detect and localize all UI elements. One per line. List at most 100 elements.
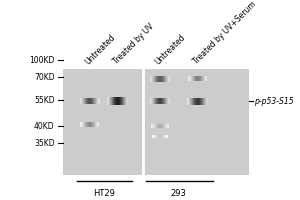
FancyBboxPatch shape xyxy=(82,122,83,127)
FancyBboxPatch shape xyxy=(163,98,164,104)
FancyBboxPatch shape xyxy=(109,97,110,105)
FancyBboxPatch shape xyxy=(150,76,151,82)
FancyBboxPatch shape xyxy=(187,98,188,105)
FancyBboxPatch shape xyxy=(162,124,163,128)
FancyBboxPatch shape xyxy=(160,124,161,128)
FancyBboxPatch shape xyxy=(99,98,100,104)
FancyBboxPatch shape xyxy=(165,76,166,82)
FancyBboxPatch shape xyxy=(114,97,115,105)
FancyBboxPatch shape xyxy=(189,76,190,81)
FancyBboxPatch shape xyxy=(111,97,112,105)
FancyBboxPatch shape xyxy=(198,98,199,105)
Text: 293: 293 xyxy=(170,189,186,198)
FancyBboxPatch shape xyxy=(194,76,195,81)
FancyBboxPatch shape xyxy=(156,76,157,82)
FancyBboxPatch shape xyxy=(154,76,155,82)
FancyBboxPatch shape xyxy=(125,97,126,105)
FancyBboxPatch shape xyxy=(150,98,151,104)
FancyBboxPatch shape xyxy=(164,98,165,104)
FancyBboxPatch shape xyxy=(160,76,161,82)
FancyBboxPatch shape xyxy=(121,97,122,105)
FancyBboxPatch shape xyxy=(154,135,155,138)
FancyBboxPatch shape xyxy=(80,122,81,127)
Text: 100KD: 100KD xyxy=(29,56,55,65)
FancyBboxPatch shape xyxy=(166,124,167,128)
FancyBboxPatch shape xyxy=(161,98,162,104)
FancyBboxPatch shape xyxy=(97,122,98,127)
FancyBboxPatch shape xyxy=(166,98,167,104)
FancyBboxPatch shape xyxy=(204,98,205,105)
FancyBboxPatch shape xyxy=(164,124,165,128)
FancyBboxPatch shape xyxy=(192,98,193,105)
FancyBboxPatch shape xyxy=(92,122,93,127)
FancyBboxPatch shape xyxy=(82,98,83,104)
FancyBboxPatch shape xyxy=(200,98,201,105)
FancyBboxPatch shape xyxy=(202,76,203,81)
FancyBboxPatch shape xyxy=(204,76,205,81)
FancyBboxPatch shape xyxy=(84,122,85,127)
FancyBboxPatch shape xyxy=(190,76,191,81)
FancyBboxPatch shape xyxy=(82,98,83,104)
Text: p-p53-S15: p-p53-S15 xyxy=(254,97,294,106)
FancyBboxPatch shape xyxy=(96,98,97,104)
FancyBboxPatch shape xyxy=(113,97,114,105)
FancyBboxPatch shape xyxy=(94,98,95,104)
FancyBboxPatch shape xyxy=(95,98,96,104)
FancyBboxPatch shape xyxy=(163,135,164,138)
FancyBboxPatch shape xyxy=(199,98,200,105)
FancyBboxPatch shape xyxy=(152,124,153,128)
FancyBboxPatch shape xyxy=(108,97,109,105)
FancyBboxPatch shape xyxy=(191,98,192,105)
Text: HT29: HT29 xyxy=(93,189,115,198)
FancyBboxPatch shape xyxy=(85,98,86,104)
FancyBboxPatch shape xyxy=(90,122,91,127)
FancyBboxPatch shape xyxy=(110,97,111,105)
FancyBboxPatch shape xyxy=(169,98,170,104)
FancyBboxPatch shape xyxy=(191,76,192,81)
FancyBboxPatch shape xyxy=(194,98,195,105)
Text: Untreated: Untreated xyxy=(83,32,117,66)
FancyBboxPatch shape xyxy=(166,124,167,128)
FancyBboxPatch shape xyxy=(156,98,157,104)
FancyBboxPatch shape xyxy=(151,124,152,128)
FancyBboxPatch shape xyxy=(122,97,123,105)
FancyBboxPatch shape xyxy=(200,76,201,81)
FancyBboxPatch shape xyxy=(87,122,88,127)
FancyBboxPatch shape xyxy=(158,135,159,138)
FancyBboxPatch shape xyxy=(153,76,154,82)
FancyBboxPatch shape xyxy=(194,76,195,81)
FancyBboxPatch shape xyxy=(127,97,128,105)
FancyBboxPatch shape xyxy=(161,124,162,128)
FancyBboxPatch shape xyxy=(98,98,99,104)
FancyBboxPatch shape xyxy=(85,122,86,127)
Text: 35KD: 35KD xyxy=(34,139,55,148)
FancyBboxPatch shape xyxy=(151,98,152,104)
FancyBboxPatch shape xyxy=(160,76,161,82)
FancyBboxPatch shape xyxy=(193,76,194,81)
FancyBboxPatch shape xyxy=(97,98,98,104)
FancyBboxPatch shape xyxy=(96,98,97,104)
FancyBboxPatch shape xyxy=(155,98,156,104)
FancyBboxPatch shape xyxy=(159,135,160,138)
FancyBboxPatch shape xyxy=(167,135,168,138)
FancyBboxPatch shape xyxy=(153,76,154,82)
FancyBboxPatch shape xyxy=(167,76,168,82)
FancyBboxPatch shape xyxy=(202,76,203,81)
FancyBboxPatch shape xyxy=(201,98,202,105)
FancyBboxPatch shape xyxy=(87,98,88,104)
FancyBboxPatch shape xyxy=(98,122,99,127)
FancyBboxPatch shape xyxy=(116,97,117,105)
FancyBboxPatch shape xyxy=(91,98,92,104)
FancyBboxPatch shape xyxy=(155,135,156,138)
FancyBboxPatch shape xyxy=(96,122,97,127)
FancyBboxPatch shape xyxy=(167,76,168,82)
FancyBboxPatch shape xyxy=(117,97,118,105)
FancyBboxPatch shape xyxy=(155,76,156,82)
FancyBboxPatch shape xyxy=(121,97,122,105)
FancyBboxPatch shape xyxy=(86,122,87,127)
FancyBboxPatch shape xyxy=(107,97,108,105)
FancyBboxPatch shape xyxy=(188,98,189,105)
FancyBboxPatch shape xyxy=(201,76,202,81)
FancyBboxPatch shape xyxy=(163,124,164,128)
FancyBboxPatch shape xyxy=(169,76,170,82)
